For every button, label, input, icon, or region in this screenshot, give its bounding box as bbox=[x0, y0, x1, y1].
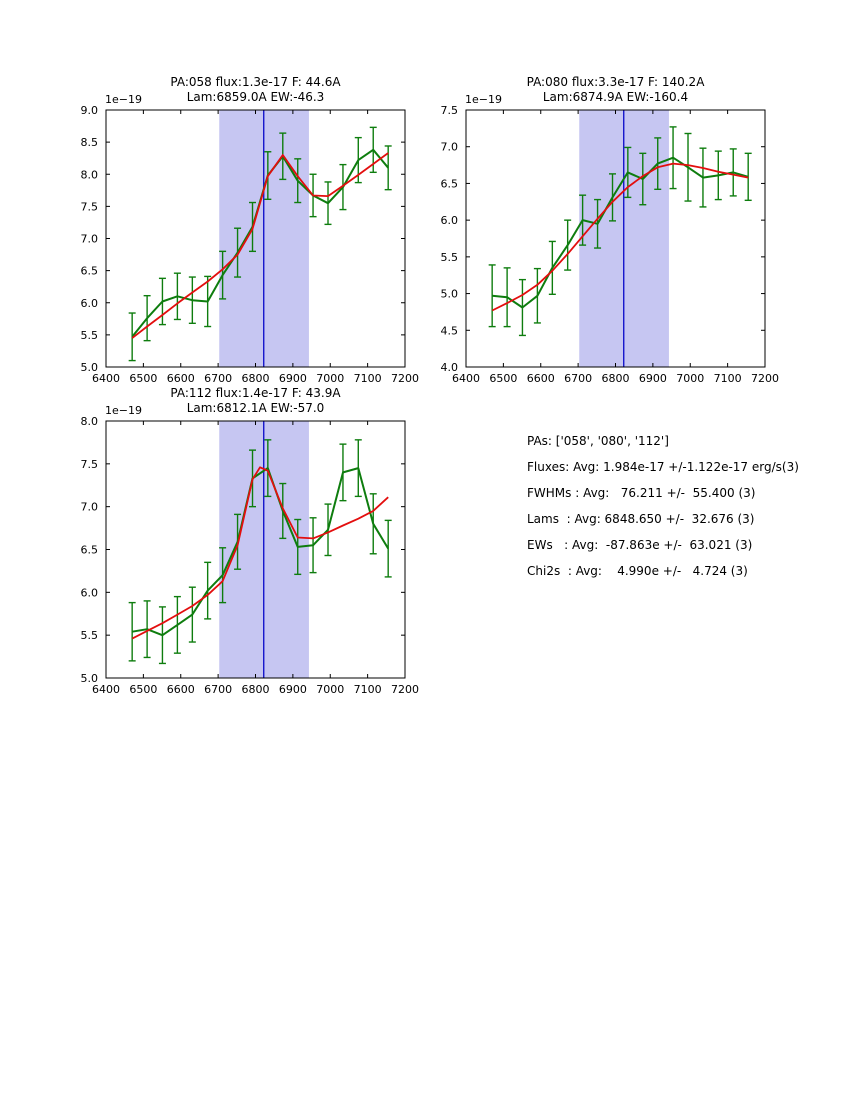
x-tick-label: 6900 bbox=[279, 372, 307, 385]
y-tick-label: 7.5 bbox=[81, 200, 99, 213]
x-tick-label: 6500 bbox=[129, 372, 157, 385]
x-tick-label: 7000 bbox=[316, 683, 344, 696]
stats-line-pas: PAs: ['058', '080', '112'] bbox=[527, 434, 669, 448]
y-tick-label: 7.5 bbox=[81, 458, 99, 471]
tick-marks bbox=[105, 420, 406, 679]
x-tick-label: 6900 bbox=[279, 683, 307, 696]
stats-line-ews: EWs : Avg: -87.863e +/- 63.021 (3) bbox=[527, 538, 753, 552]
y-tick-label: 8.0 bbox=[81, 168, 99, 181]
stats-line-chi2s: Chi2s : Avg: 4.990e +/- 4.724 (3) bbox=[527, 564, 748, 578]
y-tick-label: 9.0 bbox=[81, 104, 99, 117]
y-tick-label: 5.5 bbox=[81, 629, 99, 642]
x-tick-label: 6400 bbox=[452, 372, 480, 385]
y-tick-label: 5.5 bbox=[81, 329, 99, 342]
y-tick-label: 6.5 bbox=[81, 544, 99, 557]
x-tick-label: 6400 bbox=[92, 683, 120, 696]
stats-panel: PAs: ['058', '080', '112'] Fluxes: Avg: … bbox=[527, 428, 799, 584]
tick-labels: 6400 6500 6600 6700 6800 6900 7000 7100 7200 5.0 5… bbox=[81, 415, 420, 696]
y-tick-label: 8.5 bbox=[81, 136, 99, 149]
subplot-pa080: 6400 6500 6600 6700 6800 6900 7000 7100 7200 4.0 4… bbox=[420, 70, 782, 404]
y-tick-label: 5.0 bbox=[81, 672, 99, 685]
x-tick-label: 7100 bbox=[354, 372, 382, 385]
x-tick-label: 6800 bbox=[242, 372, 270, 385]
y-tick-label: 6.0 bbox=[81, 586, 99, 599]
y-tick-label: 6.5 bbox=[81, 265, 99, 278]
y-tick-label: 5.0 bbox=[81, 361, 99, 374]
x-tick-label: 7100 bbox=[714, 372, 742, 385]
y-tick-label: 4.5 bbox=[441, 324, 459, 337]
chart-title-line2: Lam:6859.0A EW:-46.3 bbox=[187, 90, 325, 104]
y-tick-label: 6.0 bbox=[441, 214, 459, 227]
x-tick-label: 6700 bbox=[564, 372, 592, 385]
stats-line-fluxes: Fluxes: Avg: 1.984e-17 +/-1.122e-17 erg/… bbox=[527, 460, 799, 474]
tick-labels: 6400 6500 6600 6700 6800 6900 7000 7100 7200 5.0 5… bbox=[81, 104, 420, 385]
x-tick-label: 7200 bbox=[751, 372, 779, 385]
x-tick-label: 6700 bbox=[204, 683, 232, 696]
x-tick-label: 7200 bbox=[391, 372, 419, 385]
chart-title-line1: PA:058 flux:1.3e-17 F: 44.6A bbox=[170, 75, 341, 89]
chart-title-line2: Lam:6874.9A EW:-160.4 bbox=[543, 90, 688, 104]
x-tick-label: 6900 bbox=[639, 372, 667, 385]
chart-title-line2: Lam:6812.1A EW:-57.0 bbox=[187, 401, 325, 415]
y-tick-label: 7.0 bbox=[81, 233, 99, 246]
y-tick-label: 7.5 bbox=[441, 104, 459, 117]
y-tick-label: 6.5 bbox=[441, 177, 459, 190]
x-tick-label: 6700 bbox=[204, 372, 232, 385]
y-tick-label: 5.5 bbox=[441, 251, 459, 264]
y-tick-label: 7.0 bbox=[441, 141, 459, 154]
x-tick-label: 7200 bbox=[391, 683, 419, 696]
y-tick-label: 7.0 bbox=[81, 501, 99, 514]
x-tick-label: 6400 bbox=[92, 372, 120, 385]
y-tick-label: 4.0 bbox=[441, 361, 459, 374]
x-tick-label: 6600 bbox=[167, 683, 195, 696]
chart-canvas-pa112: 6400 6500 6600 6700 6800 6900 7000 7100 7200 5.0 5… bbox=[81, 386, 420, 696]
fit-line bbox=[131, 152, 389, 339]
x-tick-label: 6600 bbox=[527, 372, 555, 385]
spectrum-line bbox=[492, 156, 749, 309]
x-tick-label: 6500 bbox=[489, 372, 517, 385]
tick-marks bbox=[105, 109, 406, 368]
y-axis-offset-label: 1e−19 bbox=[465, 93, 502, 106]
fit-line bbox=[491, 162, 749, 312]
stats-line-fwhms: FWHMs : Avg: 76.211 +/- 55.400 (3) bbox=[527, 486, 756, 500]
subplot-pa058: 6400 6500 6600 6700 6800 6900 7000 7100 7200 5.0 5… bbox=[60, 70, 422, 404]
x-tick-label: 6800 bbox=[602, 372, 630, 385]
fit-line bbox=[131, 466, 389, 640]
stats-line-lams: Lams : Avg: 6848.650 +/- 32.676 (3) bbox=[527, 512, 755, 526]
tick-marks bbox=[465, 109, 766, 368]
chart-canvas-pa058: 6400 6500 6600 6700 6800 6900 7000 7100 7200 5.0 5… bbox=[81, 75, 420, 385]
y-axis-offset-label: 1e−19 bbox=[105, 404, 142, 417]
x-tick-label: 6800 bbox=[242, 683, 270, 696]
x-tick-label: 6500 bbox=[129, 683, 157, 696]
x-tick-label: 7100 bbox=[354, 683, 382, 696]
y-tick-label: 6.0 bbox=[81, 297, 99, 310]
y-tick-label: 8.0 bbox=[81, 415, 99, 428]
chart-title-line1: PA:112 flux:1.4e-17 F: 43.9A bbox=[170, 386, 341, 400]
tick-labels: 6400 6500 6600 6700 6800 6900 7000 7100 7200 4.0 4… bbox=[441, 104, 780, 385]
chart-canvas-pa080: 6400 6500 6600 6700 6800 6900 7000 7100 7200 4.0 4… bbox=[441, 75, 780, 385]
y-tick-label: 5.0 bbox=[441, 288, 459, 301]
subplot-pa112: 6400 6500 6600 6700 6800 6900 7000 7100 7200 5.0 5… bbox=[60, 381, 422, 715]
chart-title-line1: PA:080 flux:3.3e-17 F: 140.2A bbox=[527, 75, 706, 89]
y-axis-offset-label: 1e−19 bbox=[105, 93, 142, 106]
spectrum-line bbox=[132, 467, 390, 637]
x-tick-label: 6600 bbox=[167, 372, 195, 385]
x-tick-label: 7000 bbox=[676, 372, 704, 385]
x-tick-label: 7000 bbox=[316, 372, 344, 385]
